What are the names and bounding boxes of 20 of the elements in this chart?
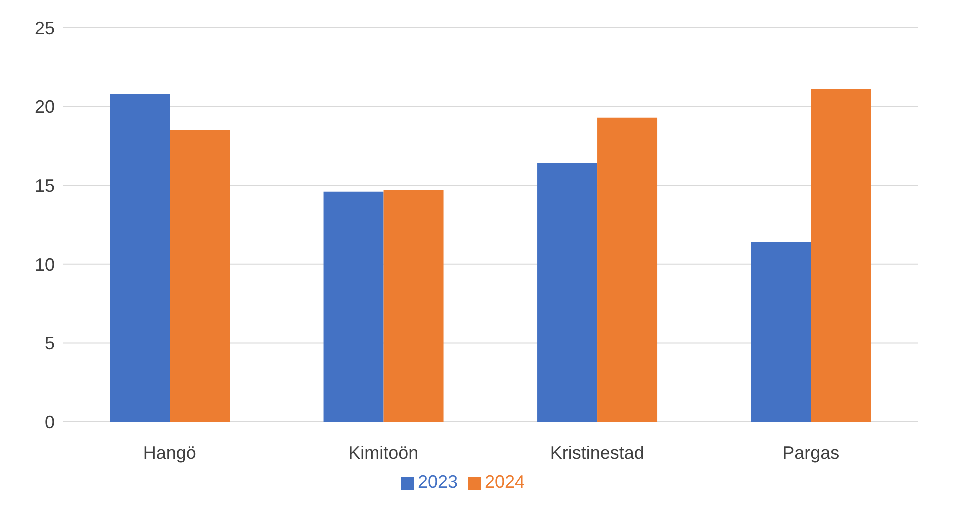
legend-label: 2024 [485, 472, 526, 492]
legend-label: 2023 [418, 472, 458, 492]
bar [811, 89, 872, 422]
bar [324, 192, 384, 422]
x-tick-label: Pargas [782, 442, 840, 463]
bar [384, 190, 444, 422]
y-tick-label: 15 [34, 176, 55, 196]
x-tick-label: Kimitoön [348, 442, 419, 463]
y-tick-label: 10 [34, 254, 55, 275]
bar [110, 94, 170, 422]
y-tick-label: 20 [34, 97, 55, 118]
y-tick-label: 5 [44, 334, 55, 354]
bar [598, 118, 658, 422]
bar [538, 164, 598, 422]
x-tick-label: Hangö [143, 442, 196, 463]
bar [751, 242, 812, 422]
y-tick-label: 25 [34, 18, 55, 38]
x-tick-label: Kristinestad [550, 442, 644, 463]
y-tick-label: 0 [44, 412, 55, 432]
bar [170, 130, 230, 422]
